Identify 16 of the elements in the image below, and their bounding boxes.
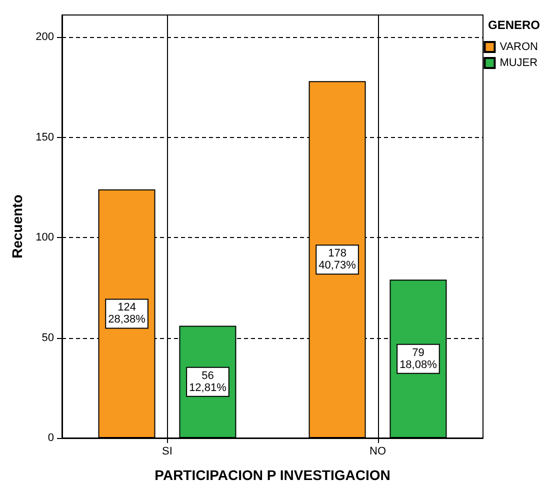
- y-tick-label: 200: [36, 31, 54, 44]
- x-tick-label: SI: [162, 446, 172, 458]
- y-axis-title: Recuento: [9, 194, 25, 258]
- data-label: 178 40,73%: [318, 248, 356, 272]
- data-label: 79 18,08%: [400, 346, 438, 371]
- legend-label: VARON: [500, 41, 538, 53]
- legend-label: MUJER: [500, 57, 538, 69]
- y-tick-label: 0: [48, 432, 54, 444]
- legend-title: GENERO: [488, 18, 540, 32]
- data-label: 124 28,38%: [108, 302, 146, 326]
- y-tick-label: 150: [36, 131, 54, 144]
- x-tick-label: NO: [370, 446, 386, 458]
- x-axis-title: PARTICIPACION P INVESTIGACION: [154, 467, 390, 483]
- data-label: 56 12,81%: [189, 370, 227, 394]
- y-tick-label: 100: [36, 232, 54, 244]
- y-tick-label: 50: [42, 332, 54, 344]
